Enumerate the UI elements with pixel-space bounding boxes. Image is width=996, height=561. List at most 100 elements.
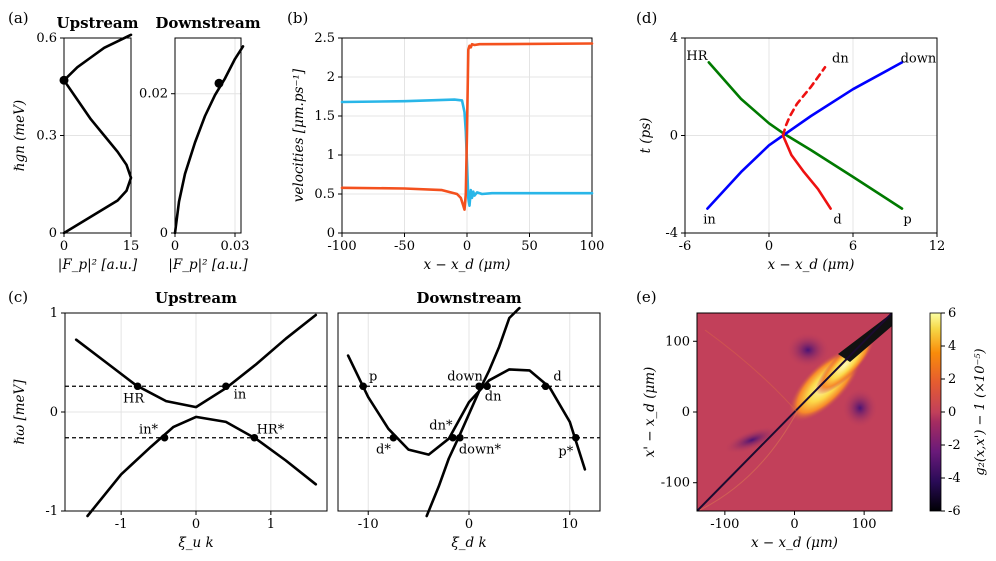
series-line-0 <box>346 354 587 471</box>
panel-label-a: (a) <box>8 9 29 27</box>
y-tick-label: 1.5 <box>314 109 335 124</box>
x-axis-label: x − x_d (μm) <box>424 257 511 273</box>
y-tick-label: 0.3 <box>36 129 57 144</box>
x-tick-label: 0 <box>465 517 473 532</box>
y-tick-label: -1 <box>45 504 58 519</box>
x-tick-label: 0 <box>192 517 200 532</box>
series-line-d <box>781 134 832 210</box>
y-tick-label: 0.5 <box>314 187 335 202</box>
intersection-point <box>133 382 142 391</box>
axes-d: -6 0 6 12 -4 0 4 x − x_d (μm) t (ps) <box>638 31 945 273</box>
point-label: dn* <box>429 419 453 434</box>
series-line-1 <box>340 42 594 211</box>
panel-label-c: (c) <box>8 288 28 306</box>
colorbar-tick-label: -6 <box>948 504 961 519</box>
series-line-0 <box>74 313 318 409</box>
y-tick-label: -4 <box>665 226 678 241</box>
intersection-point <box>541 382 550 391</box>
plot-frame <box>174 37 242 234</box>
axes-b: -100 -50 0 50 100 0 0.5 1 1.5 2 2.5 x − x_d (μm) vel… <box>291 31 604 273</box>
x-tick-label: -100 <box>710 517 739 532</box>
x-tick-label: -10 <box>358 517 379 532</box>
y-tick-label: 0.02 <box>139 87 168 102</box>
y-axis-label: t (ps) <box>638 118 654 154</box>
intersection-point <box>456 433 464 442</box>
y-tick-label: 0 <box>49 226 57 241</box>
x-tick-label: 0 <box>790 517 798 532</box>
y-tick-label: 0.6 <box>36 31 57 46</box>
y-tick-label: 1 <box>327 148 335 163</box>
axes-c-upstream: -1 0 1 -1 0 1 Upstream ξ_u k ℏω [meV] <box>12 289 328 551</box>
x-axis-label: ξ_d k <box>451 535 486 551</box>
axes-c-downstream: -10 0 10 Downstream ξ_d k <box>337 289 601 551</box>
series-line-dn <box>781 66 827 137</box>
point-label: HR <box>123 391 145 406</box>
colorbar-tick-label: -4 <box>948 471 961 486</box>
x-axis-label: x − x_d (μm) <box>751 535 838 551</box>
curve-label: dn <box>832 52 849 67</box>
y-tick-label: 0 <box>50 405 58 420</box>
point-label: p <box>369 369 377 384</box>
colorbar-tick-label: 4 <box>948 339 956 354</box>
point-label: d* <box>376 443 391 458</box>
y-axis-label: x' − x_d (μm) <box>642 367 658 458</box>
chart-title: Upstream <box>155 289 237 307</box>
panel-label-d: (d) <box>636 9 657 27</box>
colorbar <box>929 312 942 512</box>
x-axis-label: ξ_u k <box>178 535 213 551</box>
marker-point <box>59 75 69 85</box>
y-tick-label: 100 <box>665 334 690 349</box>
y-tick-label: 0 <box>682 405 690 420</box>
series-line-0 <box>340 98 594 207</box>
x-tick-label: -1 <box>115 517 128 532</box>
x-tick-label: 10 <box>561 517 578 532</box>
series-line-0 <box>62 33 133 235</box>
y-tick-label: 0 <box>327 226 335 241</box>
curve-label: p <box>903 212 911 227</box>
point-label: in* <box>139 423 159 438</box>
intersection-point <box>250 433 259 442</box>
point-label: down* <box>459 443 502 458</box>
curve-label: d <box>833 212 841 227</box>
x-tick-label: -100 <box>327 239 356 254</box>
y-axis-label: velocities [μm.ps⁻¹] <box>291 68 307 202</box>
point-label: d <box>553 369 561 384</box>
x-tick-label: 1 <box>267 517 275 532</box>
x-tick-label: 6 <box>849 239 857 254</box>
marker-point <box>214 78 224 88</box>
heatmap-e <box>697 313 892 511</box>
colorbar-label: g₂(x,x') − 1 (×10⁻⁵) <box>973 348 988 475</box>
curve-label: in <box>703 212 716 227</box>
x-tick-label: 50 <box>521 239 538 254</box>
y-tick-label: -100 <box>661 476 690 491</box>
curve-label: down <box>901 52 937 67</box>
series-line-1 <box>86 415 318 518</box>
intersection-point <box>359 382 367 391</box>
colorbar-tick-label: 0 <box>948 405 956 420</box>
x-tick-label: -50 <box>394 239 415 254</box>
colorbar-tick-label: 6 <box>948 306 956 321</box>
panel-label-e: (e) <box>636 288 657 306</box>
x-axis-label: |F_p|² [a.u.] <box>58 257 138 273</box>
x-tick-label: 0 <box>765 239 773 254</box>
intersection-point <box>475 382 483 391</box>
chart-title: Downstream <box>155 14 260 32</box>
y-tick-label: 1 <box>50 306 58 321</box>
x-tick-label: 0.03 <box>221 239 250 254</box>
point-label: down <box>447 369 483 384</box>
x-tick-label: 0 <box>171 239 179 254</box>
x-tick-label: 0 <box>60 239 68 254</box>
chart-title: Downstream <box>416 289 521 307</box>
intersection-point <box>389 433 398 442</box>
chart-title: Upstream <box>57 14 139 32</box>
y-axis-label: ℏgn (meV) <box>12 100 28 171</box>
y-tick-label: 4 <box>670 31 678 46</box>
axes-a-downstream: 0 0.03 0 0.02 Downstream |F_p|² [a.u.] <box>139 14 261 273</box>
x-tick-label: 15 <box>123 239 140 254</box>
y-axis-label: ℏω [meV] <box>12 379 28 445</box>
x-tick-label: 100 <box>580 239 605 254</box>
x-tick-label: -6 <box>679 239 692 254</box>
y-tick-label: 2 <box>327 70 335 85</box>
